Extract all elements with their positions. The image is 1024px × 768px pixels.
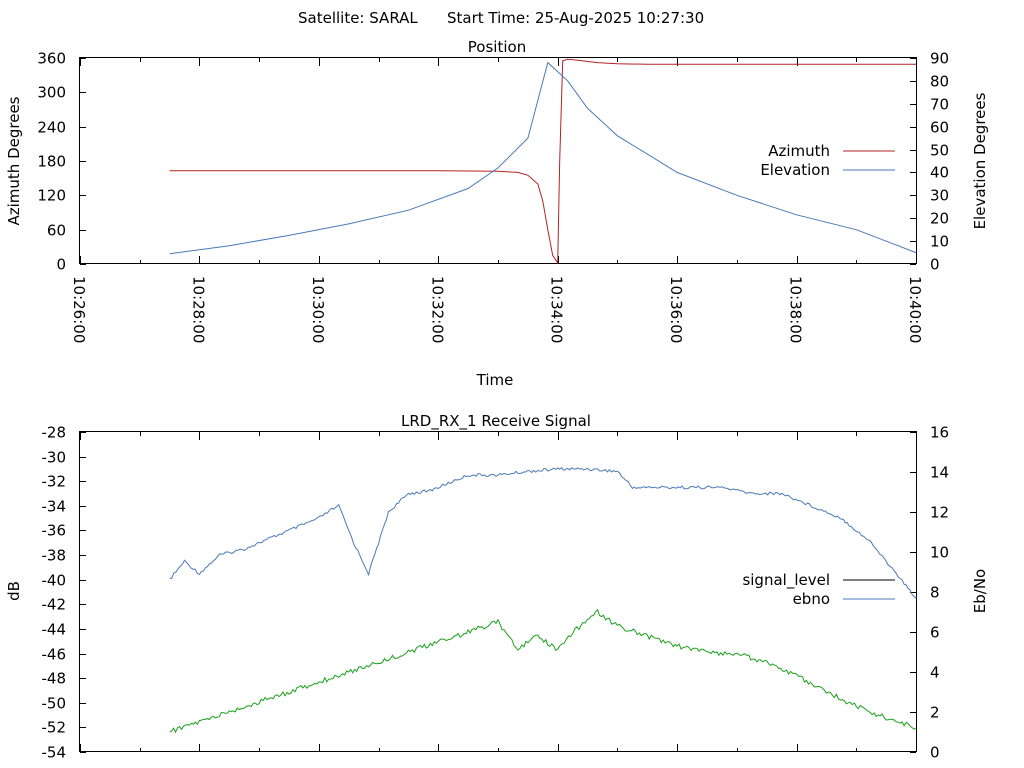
signal-chart-title: LRD_RX_1 Receive Signal bbox=[401, 412, 591, 431]
y2-tick-label: 90 bbox=[930, 50, 949, 68]
y2-tick-label: 6 bbox=[930, 624, 940, 642]
y2-tick-label: 0 bbox=[930, 744, 940, 762]
azimuth-tick-labels: 0 60 120 180 240 300 360 bbox=[37, 50, 66, 274]
ebno-axis-label: Eb/No bbox=[971, 569, 989, 613]
y2-tick-label: 16 bbox=[930, 424, 949, 442]
y2-tick-label: 30 bbox=[930, 187, 949, 205]
position-series bbox=[169, 58, 917, 265]
y2-tick-label: 10 bbox=[930, 233, 949, 251]
legend-signal-level-label: signal_level bbox=[742, 571, 830, 590]
series-line-azimuth bbox=[169, 58, 916, 265]
legend-elevation-label: Elevation bbox=[760, 161, 830, 179]
y-tick-label: 240 bbox=[37, 119, 66, 137]
y2-tick-label: 14 bbox=[930, 464, 949, 482]
ebno-tick-labels: 0 2 4 6 8 10 12 14 16 bbox=[930, 424, 949, 762]
y-tick-label: -42 bbox=[42, 596, 67, 614]
y2-tick-label: 0 bbox=[930, 256, 940, 274]
x-tick-label: 10:34:00 bbox=[548, 276, 566, 343]
time-axis-label: Time bbox=[476, 371, 514, 389]
y2-tick-label: 20 bbox=[930, 210, 949, 228]
position-chart: Position 0 60 120 180 240 300 360 0 10 20 30 40 50 6… bbox=[5, 38, 989, 389]
y2-tick-label: 40 bbox=[930, 164, 949, 182]
satellite-label: Satellite: SARAL bbox=[298, 9, 418, 27]
db-axis-label: dB bbox=[5, 581, 23, 601]
start-time-label: Start Time: 25-Aug-2025 10:27:30 bbox=[447, 9, 704, 27]
signal-legend: signal_level ebno bbox=[742, 571, 895, 608]
y2-tick-label: 70 bbox=[930, 96, 949, 114]
time-tick-labels: 10:26:00 10:28:00 10:30:00 10:32:00 10:34:00… bbox=[70, 276, 924, 343]
y2-tick-label: 12 bbox=[930, 504, 949, 522]
y-tick-label: -40 bbox=[42, 572, 67, 590]
y-tick-label: 180 bbox=[37, 153, 66, 171]
y-tick-label: -36 bbox=[42, 522, 67, 540]
position-ticks bbox=[80, 58, 917, 265]
y-tick-label: -48 bbox=[42, 670, 67, 688]
x-tick-label: 10:40:00 bbox=[906, 276, 924, 343]
signal-chart: LRD_RX_1 Receive Signal -28-30-32-34-36-… bbox=[5, 412, 989, 762]
y-tick-label: 60 bbox=[47, 222, 66, 240]
x-tick-label: 10:36:00 bbox=[667, 276, 685, 343]
series-line-ebno bbox=[169, 608, 917, 734]
series-line-signal_level bbox=[169, 467, 917, 599]
y2-tick-label: 10 bbox=[930, 544, 949, 562]
y2-tick-label: 2 bbox=[930, 704, 940, 722]
y-tick-label: 120 bbox=[37, 187, 66, 205]
position-chart-title: Position bbox=[468, 38, 526, 56]
signal-plot-frame bbox=[79, 431, 917, 752]
y-tick-label: -52 bbox=[42, 719, 67, 737]
y-tick-label: 360 bbox=[37, 50, 66, 68]
y-tick-label: 300 bbox=[37, 84, 66, 102]
y-tick-label: -34 bbox=[42, 498, 67, 516]
elevation-axis-label: Elevation Degrees bbox=[971, 92, 989, 229]
legend-azimuth-label: Azimuth bbox=[768, 142, 830, 160]
signal-series bbox=[169, 467, 917, 734]
elevation-tick-labels: 0 10 20 30 40 50 60 70 80 90 bbox=[930, 50, 949, 274]
y-tick-label: 0 bbox=[56, 256, 66, 274]
y-tick-label: -50 bbox=[42, 695, 67, 713]
position-legend: Azimuth Elevation bbox=[760, 142, 895, 179]
x-tick-label: 10:28:00 bbox=[189, 276, 207, 343]
y2-tick-label: 50 bbox=[930, 142, 949, 160]
y-tick-label: -38 bbox=[42, 547, 67, 565]
signal-ticks bbox=[80, 432, 917, 753]
y2-tick-label: 4 bbox=[930, 664, 940, 682]
y-tick-label: -44 bbox=[42, 621, 67, 639]
y-tick-label: -30 bbox=[42, 449, 67, 467]
y-tick-label: -28 bbox=[42, 424, 67, 442]
y2-tick-label: 8 bbox=[930, 584, 940, 602]
db-tick-labels: -28 -30 -32 -34 -36 -38 -40 -42 -44 -46 -48 -50 -52 -… bbox=[42, 424, 67, 762]
y-tick-label: -32 bbox=[42, 473, 67, 491]
y2-tick-label: 60 bbox=[930, 119, 949, 137]
y-tick-label: -46 bbox=[42, 646, 67, 664]
x-tick-label: 10:30:00 bbox=[309, 276, 327, 343]
x-tick-label: 10:32:00 bbox=[428, 276, 446, 343]
x-tick-label: 10:38:00 bbox=[787, 276, 805, 343]
azimuth-axis-label: Azimuth Degrees bbox=[5, 96, 23, 225]
x-tick-label: 10:26:00 bbox=[70, 276, 88, 343]
legend-ebno-label: ebno bbox=[793, 590, 830, 608]
series-line-elevation bbox=[169, 61, 917, 255]
y-tick-label: -54 bbox=[42, 744, 67, 762]
y2-tick-label: 80 bbox=[930, 73, 949, 91]
